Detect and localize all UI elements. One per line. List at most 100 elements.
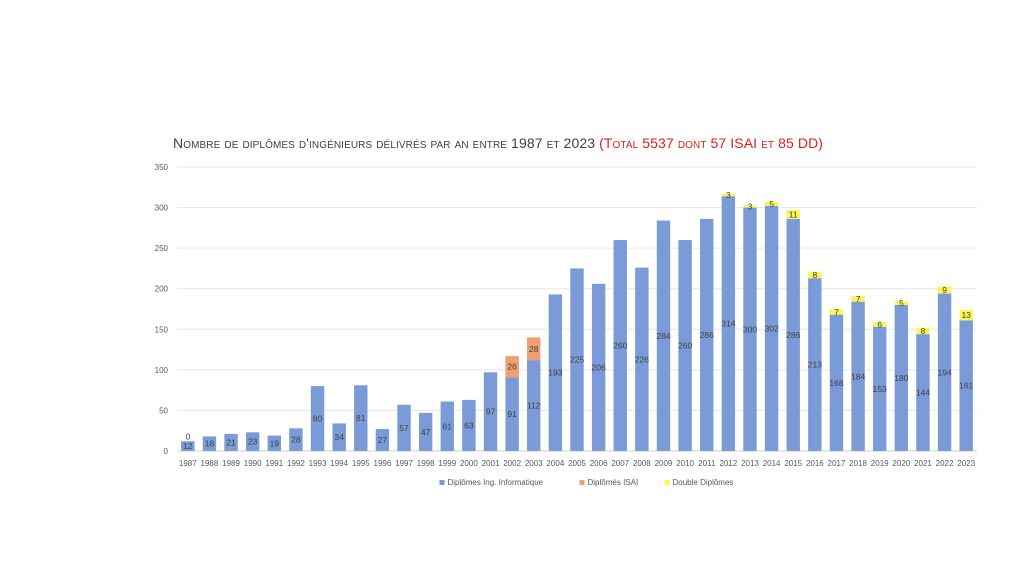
data-label: 19 [270, 438, 280, 448]
x-tick-label: 2023 [957, 459, 975, 468]
bar-informatique-2010 [678, 240, 692, 451]
data-label: 6 [877, 319, 882, 329]
x-tick-label: 2016 [806, 459, 824, 468]
data-label: 144 [916, 388, 930, 398]
bar-informatique-1996 [375, 429, 390, 451]
data-label: 286 [786, 330, 800, 340]
bar-double-diplome-2023 [959, 309, 973, 321]
data-label: 34 [334, 432, 344, 442]
legend-entry: Double Diplômes [673, 478, 734, 487]
bar-informatique-2007 [613, 240, 627, 451]
legend: Diplômes Ing. Informatique Diplômés ISAI D… [439, 478, 734, 487]
y-axis-ticks: 0 50 100 150 200 250 300 350 [155, 163, 169, 456]
x-tick-label: 2015 [784, 459, 802, 468]
x-tick-label: 2020 [892, 459, 910, 468]
data-label: 80 [313, 414, 323, 424]
gridlines [177, 166, 977, 452]
data-label: 7 [856, 294, 861, 304]
x-tick-label: 2013 [741, 459, 759, 468]
data-label: 18 [205, 439, 215, 449]
data-label: 161 [959, 381, 973, 391]
data-label: 97 [486, 407, 496, 417]
bar-informatique-1993 [310, 386, 325, 451]
x-tick-label: 1988 [201, 459, 219, 468]
x-tick-label: 2005 [568, 459, 586, 468]
legend-swatch [664, 480, 670, 485]
data-label: 5 [899, 298, 904, 308]
y-tick-label: 50 [159, 406, 168, 415]
bar-double-diplome-2020 [894, 300, 909, 305]
x-tick-label: 2012 [719, 459, 737, 468]
bar-double-diplome-2019 [873, 321, 887, 327]
data-label: 168 [829, 378, 843, 388]
x-tick-label: 2001 [482, 459, 500, 468]
x-tick-label: 2002 [503, 459, 521, 468]
y-tick-label: 150 [155, 325, 169, 334]
bar-informatique-2001 [483, 372, 498, 451]
legend-swatch [439, 480, 445, 485]
x-tick-label: 2021 [914, 459, 932, 468]
bar-isai-2003 [527, 337, 541, 361]
bar-informatique-2000 [462, 399, 476, 451]
data-label: 260 [613, 341, 627, 351]
bar-double-diplome-2022 [937, 286, 952, 294]
x-tick-label: 2004 [546, 459, 564, 468]
y-tick-label: 300 [155, 204, 169, 213]
bar-informatique-1999 [440, 401, 454, 451]
data-label: 21 [226, 437, 236, 447]
data-label: 3 [726, 190, 731, 200]
bar-double-diplome-2015 [786, 210, 800, 219]
data-label: 81 [356, 413, 366, 423]
x-tick-label: 2009 [655, 459, 673, 468]
bar-informatique-2023 [959, 320, 973, 451]
data-label: 0 [185, 431, 190, 441]
data-label: 260 [678, 341, 692, 351]
bar-informatique-2012 [721, 196, 736, 451]
legend-entry: Diplômes Ing. Informatique [448, 478, 544, 487]
data-label: 63 [464, 420, 474, 430]
legend-swatch [579, 480, 585, 485]
bar-double-diplome-2016 [808, 271, 822, 279]
data-label: 28 [291, 435, 301, 445]
x-tick-label: 1989 [222, 459, 240, 468]
data-label: 91 [507, 409, 517, 419]
chart-title: Nombre de diplômes d'ingénieurs délivrés… [173, 135, 823, 151]
x-tick-label: 2003 [525, 459, 543, 468]
data-label: 9 [942, 285, 947, 295]
bar-informatique-2003 [527, 360, 541, 451]
data-label: 23 [248, 437, 258, 447]
data-label: 225 [570, 355, 584, 365]
x-tick-label: 1990 [244, 459, 262, 468]
bar-informatique-1997 [397, 404, 411, 451]
data-label: 11 [789, 209, 798, 219]
data-label: 12 [183, 441, 193, 451]
x-tick-label: 2019 [871, 459, 889, 468]
x-tick-label: 1997 [395, 459, 413, 468]
bar-isai-2002 [505, 356, 519, 378]
bar-informatique-1988 [202, 436, 217, 451]
x-tick-label: 2018 [849, 459, 867, 468]
x-tick-label: 2011 [698, 459, 716, 468]
data-label: 8 [812, 270, 817, 280]
bar-informatique-1994 [332, 423, 346, 451]
data-label: 193 [548, 368, 562, 378]
x-tick-label: 1993 [309, 459, 327, 468]
bar-informatique-2014 [764, 205, 779, 451]
y-tick-label: 100 [155, 366, 169, 375]
bar-informatique-2017 [829, 314, 844, 451]
data-label: 3 [748, 201, 753, 211]
y-tick-label: 0 [164, 447, 169, 456]
data-label: 7 [834, 307, 839, 317]
chart-title-highlight: (Total 5537 dont 57 ISAI et 85 DD) [599, 135, 824, 151]
legend-entry: Diplômés ISAI [588, 478, 639, 487]
bar-informatique-2018 [851, 301, 865, 451]
bar-informatique-1998 [418, 412, 433, 451]
bar-informatique-2008 [635, 267, 649, 451]
bar-informatique-1987 [181, 441, 195, 451]
bar-informatique-2013 [743, 207, 757, 451]
x-tick-label: 2014 [763, 459, 781, 468]
bar-informatique-1992 [289, 428, 303, 451]
bar-informatique-2005 [570, 268, 584, 451]
y-tick-label: 250 [155, 244, 169, 253]
bar-informatique-2011 [700, 218, 714, 451]
